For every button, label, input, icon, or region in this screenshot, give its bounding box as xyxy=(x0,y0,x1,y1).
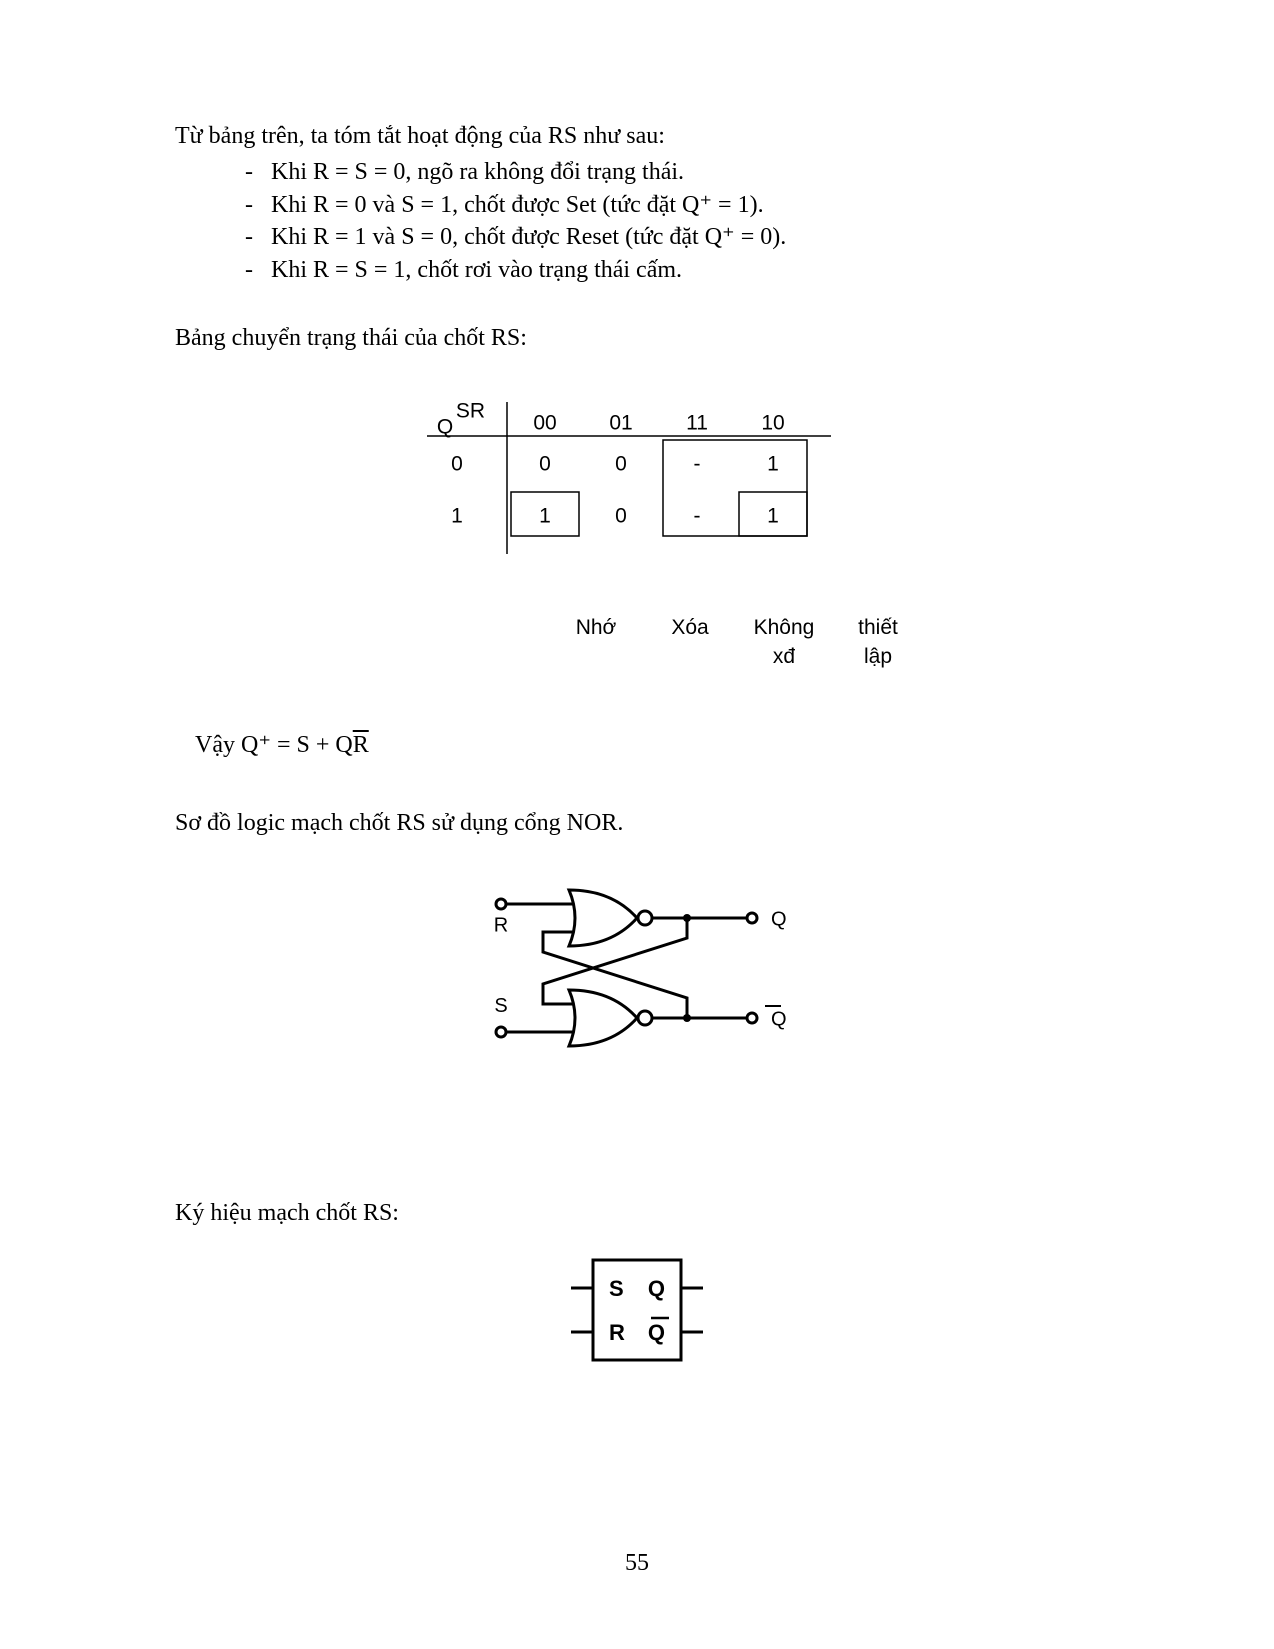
svg-text:R: R xyxy=(609,1319,625,1344)
svg-text:0: 0 xyxy=(539,453,551,476)
svg-text:Q: Q xyxy=(648,1275,665,1300)
equation: Vậy Q⁺ = S + QR xyxy=(195,729,1099,761)
kmap-col-label: Nhớ xyxy=(560,614,632,671)
svg-text:11: 11 xyxy=(686,412,708,435)
svg-text:Q: Q xyxy=(648,1319,665,1344)
svg-text:1: 1 xyxy=(767,453,779,476)
nor-heading: Sơ đồ logic mạch chốt RS sử dụng cổng NO… xyxy=(175,807,1099,839)
svg-text:0: 0 xyxy=(451,453,463,476)
svg-text:1: 1 xyxy=(767,505,779,528)
svg-text:Q: Q xyxy=(437,416,453,439)
svg-text:0: 0 xyxy=(615,505,627,528)
karnaugh-map: SRQ00011110000-1110-1 NhớXóaKhôngxđthiết… xyxy=(377,396,897,671)
kmap-heading: Bảng chuyển trạng thái của chốt RS: xyxy=(175,322,1099,354)
svg-text:00: 00 xyxy=(533,412,556,435)
svg-text:Q: Q xyxy=(771,1008,787,1030)
svg-text:SR: SR xyxy=(456,400,485,423)
intro-text: Từ bảng trên, ta tóm tắt hoạt động của R… xyxy=(175,120,1099,152)
nor-svg: R S Q Q xyxy=(467,868,807,1068)
svg-text:01: 01 xyxy=(609,412,632,435)
list-item: -Khi R = 1 và S = 0, chốt được Reset (tứ… xyxy=(245,221,1099,253)
svg-text:S: S xyxy=(609,1275,624,1300)
list-item: -Khi R = 0 và S = 1, chốt được Set (tức … xyxy=(245,189,1099,221)
symbol-diagram: SRQQ xyxy=(547,1246,727,1395)
page-number: 55 xyxy=(0,1547,1274,1579)
kmap-col-label: Khôngxđ xyxy=(748,614,820,671)
kmap-col-label: thiếtlập xyxy=(842,614,914,671)
bullet-list: -Khi R = S = 0, ngõ ra không đổi trạng t… xyxy=(245,156,1099,286)
symbol-svg: SRQQ xyxy=(547,1246,727,1386)
svg-text:1: 1 xyxy=(539,505,551,528)
svg-text:10: 10 xyxy=(761,412,784,435)
svg-text:0: 0 xyxy=(615,453,627,476)
list-item: -Khi R = S = 1, chốt rơi vào trạng thái … xyxy=(245,254,1099,286)
nor-diagram: R S Q Q xyxy=(467,868,807,1077)
svg-text:1: 1 xyxy=(451,505,463,528)
list-item: -Khi R = S = 0, ngõ ra không đổi trạng t… xyxy=(245,156,1099,188)
svg-text:S: S xyxy=(494,995,507,1017)
symbol-heading: Ký hiệu mạch chốt RS: xyxy=(175,1197,1099,1229)
svg-text:R: R xyxy=(494,914,508,936)
svg-text:-: - xyxy=(694,453,701,476)
svg-text:Q: Q xyxy=(771,908,787,930)
kmap-col-label: Xóa xyxy=(654,614,726,671)
svg-text:-: - xyxy=(694,505,701,528)
kmap-svg: SRQ00011110000-1110-1 xyxy=(397,396,877,586)
